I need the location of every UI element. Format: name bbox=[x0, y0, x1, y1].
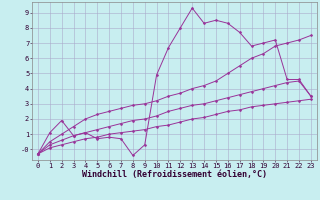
X-axis label: Windchill (Refroidissement éolien,°C): Windchill (Refroidissement éolien,°C) bbox=[82, 170, 267, 179]
